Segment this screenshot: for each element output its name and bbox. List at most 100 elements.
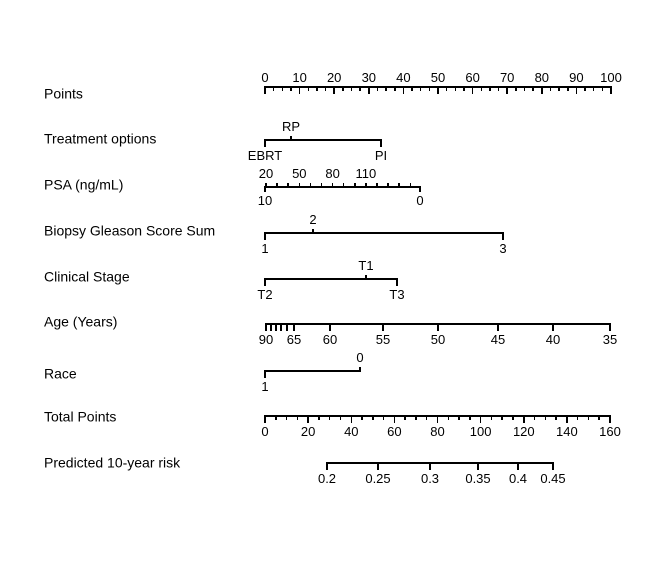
tick-points [523, 87, 526, 92]
tick-psa [276, 183, 278, 188]
tick-stage [365, 275, 367, 280]
tick-label-points: 70 [499, 70, 515, 85]
tick-label-psa: 50 [292, 166, 307, 181]
tick-psa [354, 183, 356, 188]
tick-risk [326, 463, 328, 470]
tick-label-psa: 20 [258, 166, 274, 181]
row-label-treatment: Treatment options [44, 130, 157, 147]
tick-psa [342, 183, 345, 188]
tick-psa [398, 183, 400, 188]
tick-total [382, 416, 385, 421]
tick-points [506, 87, 508, 94]
tick-points [298, 87, 301, 94]
tick-points [445, 87, 448, 92]
tick-total [361, 416, 363, 421]
tick-points [549, 87, 552, 92]
tick-age [552, 324, 554, 331]
tick-total [350, 416, 353, 423]
tick-label-total: 100 [469, 424, 492, 439]
axis-line-treatment [264, 139, 382, 141]
tick-points [584, 87, 586, 92]
tick-total [318, 416, 320, 421]
tick-total [285, 416, 288, 421]
tick-points [437, 87, 439, 94]
tick-label-gleason: 1 [261, 241, 269, 256]
tick-points [385, 87, 387, 92]
tick-points [601, 87, 604, 92]
tick-label-risk: 0.3 [420, 471, 440, 486]
tick-psa [409, 183, 412, 188]
tick-points [575, 87, 578, 94]
tick-psa [387, 183, 389, 188]
tick-points [264, 87, 266, 94]
tick-race [264, 371, 266, 378]
axis-line-stage [264, 278, 398, 280]
row-label-race: Race [44, 365, 77, 382]
tick-label-stage: T2 [257, 287, 273, 302]
tick-points [307, 87, 309, 92]
tick-label-psa: 10 [257, 193, 273, 208]
tick-psa [287, 183, 289, 188]
tick-risk [377, 463, 379, 470]
tick-points [316, 87, 318, 92]
tick-stage [396, 279, 398, 286]
tick-points [515, 87, 517, 92]
tick-points [376, 87, 379, 92]
tick-total [436, 416, 439, 423]
row-label-points: Points [44, 85, 83, 102]
tick-label-points: 80 [534, 70, 550, 85]
axis-line-race [264, 370, 361, 372]
tick-label-total: 80 [430, 424, 445, 439]
tick-label-race: 0 [356, 350, 364, 365]
tick-points [558, 87, 560, 92]
tick-total [415, 416, 417, 421]
tick-total [479, 416, 482, 423]
tick-label-treatment: EBRT [247, 148, 283, 163]
tick-points [350, 87, 353, 92]
tick-total [275, 416, 277, 421]
tick-points [419, 87, 422, 92]
tick-psa [265, 183, 267, 188]
tick-points [567, 87, 569, 92]
tick-points [532, 87, 534, 92]
tick-label-treatment: PI [374, 148, 388, 163]
tick-total [469, 416, 471, 421]
tick-label-points: 90 [569, 70, 584, 85]
tick-label-points: 100 [600, 70, 622, 85]
tick-points [402, 87, 405, 94]
tick-age [382, 324, 384, 331]
tick-total [328, 416, 331, 421]
tick-points [471, 87, 474, 94]
tick-label-age: 65 [286, 332, 302, 347]
tick-label-stage: T3 [389, 287, 405, 302]
tick-label-risk: 0.45 [540, 471, 566, 486]
tick-label-total: 40 [344, 424, 359, 439]
tick-points [281, 87, 284, 92]
axis-line-psa [264, 186, 421, 188]
axis-line-gleason [264, 232, 504, 234]
tick-age [329, 324, 331, 331]
tick-total [447, 416, 450, 421]
tick-gleason [264, 233, 266, 240]
tick-points [489, 87, 491, 92]
tick-label-psa: 0 [416, 193, 424, 208]
tick-points [463, 87, 465, 92]
tick-label-points: 50 [430, 70, 446, 85]
tick-label-gleason: 2 [309, 212, 317, 227]
tick-age [497, 324, 499, 331]
tick-label-psa: 110 [355, 166, 377, 181]
tick-points [592, 87, 595, 92]
tick-label-points: 20 [326, 70, 342, 85]
tick-total [501, 416, 503, 421]
tick-points [324, 87, 327, 92]
tick-label-risk: 0.35 [465, 471, 491, 486]
tick-label-points: 10 [292, 70, 307, 85]
tick-total [404, 416, 406, 421]
tick-age [275, 324, 277, 331]
tick-psa [365, 183, 367, 188]
tick-total [566, 416, 568, 423]
tick-label-total: 140 [556, 424, 578, 439]
tick-points [610, 87, 612, 94]
tick-total [307, 416, 309, 423]
